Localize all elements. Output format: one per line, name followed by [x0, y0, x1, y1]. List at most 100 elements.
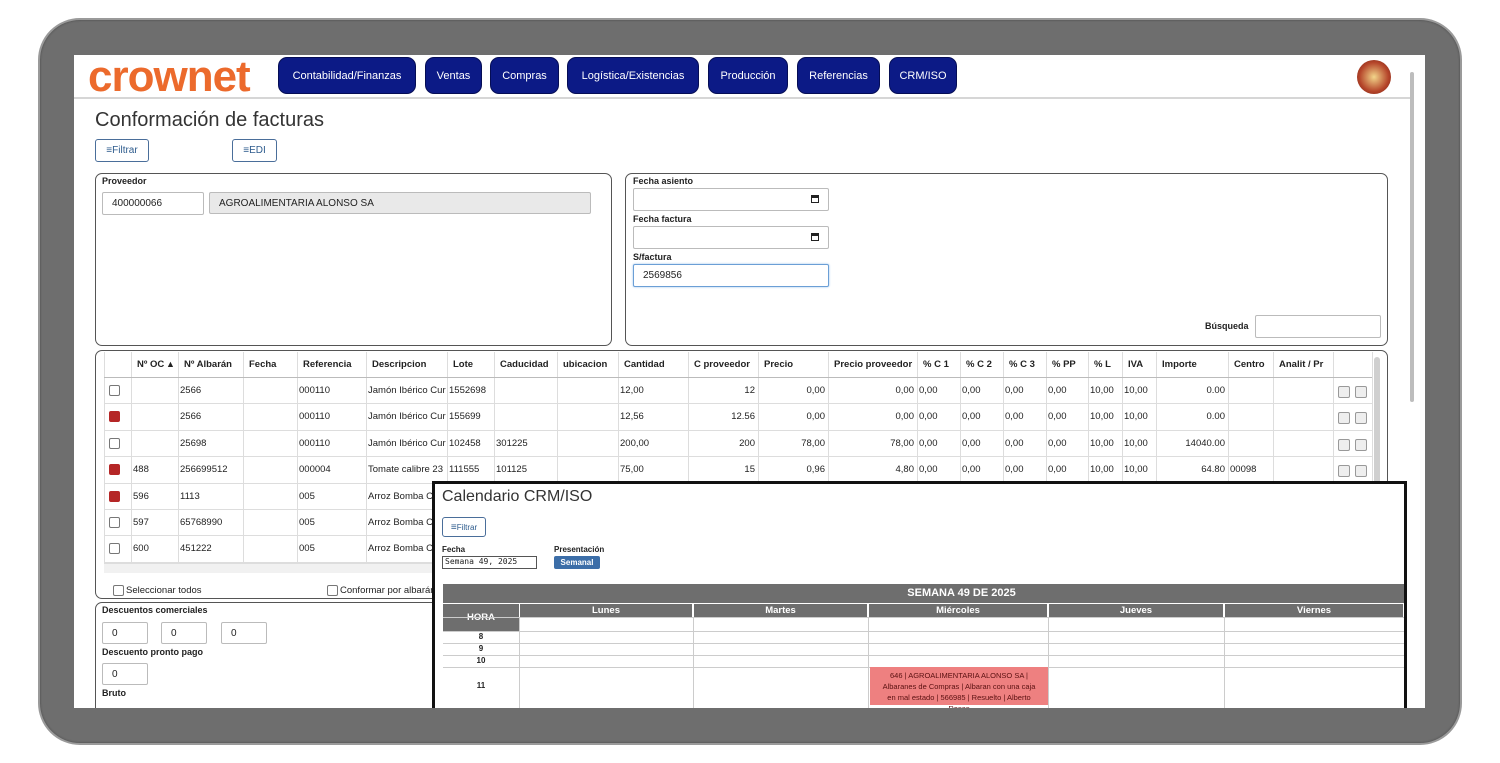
week-title: SEMANA 49 DE 2025	[907, 587, 1016, 599]
day-column	[868, 617, 869, 708]
table-cell: 00098	[1230, 464, 1257, 476]
v-scrollbar	[1374, 357, 1380, 562]
nav-item[interactable]: Compras	[490, 57, 559, 94]
row-checkbox[interactable]	[109, 490, 120, 502]
column-header[interactable]: % PP	[1052, 359, 1076, 370]
column-header[interactable]: Precio proveedor	[834, 359, 913, 370]
input[interactable]: 2569856	[633, 264, 829, 287]
column-header[interactable]: Precio	[764, 359, 794, 370]
table-cell: 111555	[449, 464, 480, 476]
row-checkbox[interactable]	[109, 464, 120, 476]
nav-item[interactable]: Logística/Existencias	[567, 57, 699, 94]
table-cell: 65768990	[180, 517, 223, 528]
sort-icon: ▲	[166, 359, 175, 369]
row-border	[104, 456, 1372, 458]
table-cell: 0,00	[962, 385, 981, 396]
table-cell: 000004	[299, 464, 331, 476]
row-checkbox[interactable]	[109, 543, 120, 555]
date-input[interactable]: Semana 49, 2025	[442, 556, 537, 569]
calendar-event[interactable]: 646 | AGROALIMENTARIA ALONSO SA | Albara…	[870, 667, 1048, 708]
input[interactable]: 0	[102, 663, 148, 685]
table-cell: 488	[133, 464, 149, 476]
hour-label: 10	[476, 656, 486, 665]
row-checkbox[interactable]	[109, 517, 120, 528]
column-header[interactable]: Cantidad	[624, 359, 665, 370]
table-cell: 005	[299, 543, 315, 555]
column-header[interactable]: % C 2	[966, 359, 992, 370]
table-cell: 0,00	[962, 411, 981, 423]
column-header[interactable]: C proveedor	[694, 359, 750, 370]
input[interactable]	[633, 226, 829, 249]
nav-item[interactable]: Ventas	[425, 57, 482, 94]
table-cell: 2566	[180, 411, 202, 423]
edit-button[interactable]	[1355, 438, 1367, 451]
hour-row	[443, 643, 1404, 644]
input[interactable]: 400000066	[102, 192, 204, 215]
table-cell: 0,00	[1005, 437, 1024, 449]
edit-button[interactable]	[1355, 412, 1367, 425]
table-cell: 0,96	[806, 464, 826, 476]
row-checkbox[interactable]	[109, 385, 120, 396]
table-cell: 78,00	[890, 437, 914, 449]
button[interactable]: ≡ Filtrar	[95, 139, 149, 162]
column-header[interactable]: ubicacion	[563, 359, 608, 370]
table-cell: 2566	[180, 385, 202, 396]
table-cell: 0,00	[919, 411, 938, 423]
table-cell: 25698	[180, 437, 207, 449]
column-header[interactable]: Fecha	[249, 359, 277, 370]
day-column	[1048, 617, 1049, 708]
button[interactable]: ≡ Filtrar	[442, 517, 486, 537]
button[interactable]: ≡ EDI	[232, 139, 277, 162]
button-label: EDI	[249, 145, 266, 156]
input[interactable]: 0	[102, 622, 148, 644]
table-cell: 451222	[180, 543, 212, 555]
column-header[interactable]: Referencia	[303, 359, 352, 370]
table-cell: Arroz Bomba Ca	[368, 517, 439, 528]
row-checkbox[interactable]	[109, 437, 120, 449]
nav-item[interactable]: Referencias	[797, 57, 880, 94]
add-button[interactable]	[1338, 412, 1350, 425]
hour-row	[443, 631, 1404, 632]
table-cell: 12.56	[731, 411, 755, 423]
table-cell: 597	[133, 517, 149, 528]
table-cell: 256699512	[180, 464, 228, 476]
nav-item[interactable]: CRM/ISO	[889, 57, 957, 94]
table-cell: 12,56	[620, 411, 644, 423]
icon: ≡	[450, 521, 457, 533]
column-header[interactable]: IVA	[1128, 359, 1144, 370]
search-input[interactable]	[1255, 315, 1381, 338]
by-delivery-checkbox[interactable]	[327, 585, 338, 596]
column-header[interactable]: Nº OC	[137, 359, 165, 370]
column-header[interactable]: Importe	[1162, 359, 1197, 370]
calendar-icon	[811, 233, 819, 241]
add-button[interactable]	[1338, 465, 1350, 478]
table-cell: 0,00	[806, 411, 826, 423]
column-header[interactable]: % L	[1094, 359, 1111, 370]
table-cell: 0,00	[1005, 385, 1024, 396]
input[interactable]	[633, 188, 829, 211]
input[interactable]: 0	[221, 622, 267, 644]
input[interactable]: 0	[161, 622, 207, 644]
column-header[interactable]: Descripcion	[372, 359, 427, 370]
table-cell: 12,00	[620, 385, 644, 396]
edit-button[interactable]	[1355, 465, 1367, 478]
view-button[interactable]: Semanal	[554, 556, 600, 569]
column-header[interactable]: % C 1	[923, 359, 949, 370]
edit-button[interactable]	[1355, 386, 1367, 398]
nav-item[interactable]: Contabilidad/Finanzas	[278, 57, 416, 94]
column-header[interactable]: % C 3	[1009, 359, 1035, 370]
table-cell: Jamón Ibérico Cura	[368, 411, 446, 423]
add-button[interactable]	[1338, 438, 1350, 451]
add-button[interactable]	[1338, 386, 1350, 398]
column-header[interactable]: Lote	[453, 359, 474, 370]
select-all-checkbox[interactable]	[113, 585, 124, 596]
column-header[interactable]: Nº Albarán	[184, 359, 232, 370]
row-checkbox[interactable]	[109, 411, 120, 423]
column-header[interactable]: Centro	[1234, 359, 1265, 370]
column-header[interactable]: Analit / Pr	[1279, 359, 1324, 370]
column-header[interactable]: Caducidad	[500, 359, 549, 370]
table-cell: 200,00	[620, 437, 650, 449]
table-cell: Jamón Ibérico Cura	[368, 437, 446, 449]
table-cell: 005	[299, 490, 315, 502]
nav-item[interactable]: Producción	[708, 57, 788, 94]
